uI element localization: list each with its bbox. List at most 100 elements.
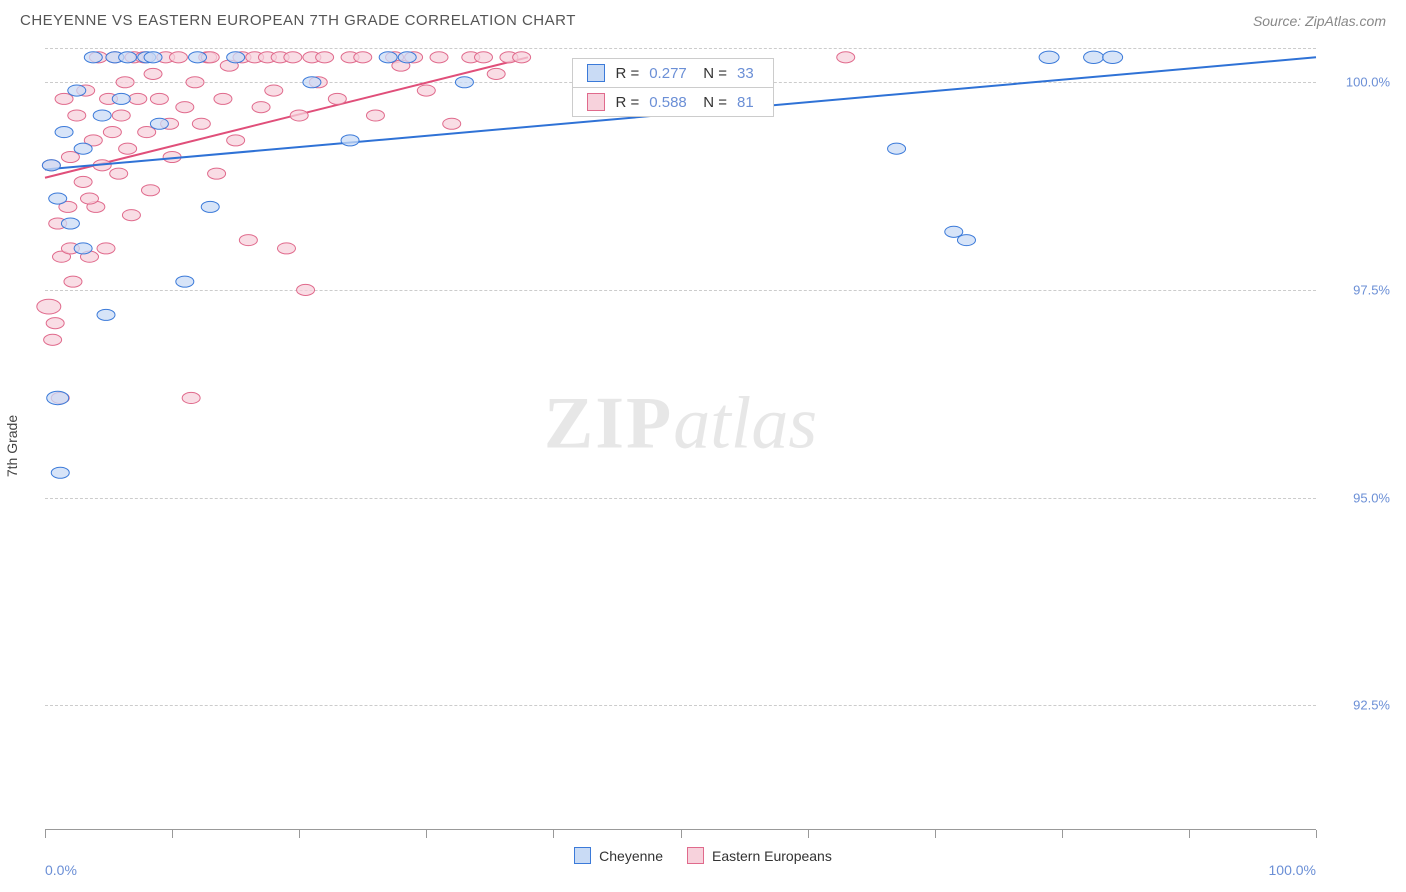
cheyenne-point	[49, 193, 67, 204]
eastern-europeans-point	[290, 110, 308, 121]
cheyenne-point	[189, 52, 207, 63]
legend-swatch-pink	[687, 847, 704, 864]
chart-header: CHEYENNE VS EASTERN EUROPEAN 7TH GRADE C…	[0, 0, 1406, 37]
eastern-europeans-point	[366, 110, 384, 121]
legend-entry-eastern-europeans: Eastern Europeans	[687, 847, 832, 864]
stat-r-value: 0.588	[649, 94, 693, 111]
cheyenne-point	[55, 127, 73, 138]
stat-n-label: N =	[703, 94, 727, 111]
eastern-europeans-point	[239, 235, 257, 246]
cheyenne-point	[112, 93, 130, 104]
eastern-europeans-point	[119, 143, 137, 154]
eastern-europeans-point	[277, 243, 295, 254]
chart-title: CHEYENNE VS EASTERN EUROPEAN 7TH GRADE C…	[20, 12, 576, 29]
eastern-europeans-point	[316, 52, 334, 63]
eastern-europeans-point	[265, 85, 283, 96]
cheyenne-point	[42, 160, 60, 171]
x-tick	[1062, 830, 1063, 838]
eastern-europeans-point	[110, 168, 128, 179]
source-attribution: Source: ZipAtlas.com	[1253, 13, 1386, 29]
x-tick	[681, 830, 682, 838]
eastern-europeans-point	[354, 52, 372, 63]
eastern-europeans-point	[513, 52, 531, 63]
cheyenne-point	[84, 52, 102, 63]
cheyenne-point	[341, 135, 359, 146]
eastern-europeans-point	[116, 77, 134, 88]
x-tick	[808, 830, 809, 838]
cheyenne-point	[1103, 51, 1123, 63]
eastern-europeans-point	[64, 276, 82, 287]
cheyenne-point	[957, 235, 975, 246]
stat-n-value: 81	[737, 94, 759, 111]
cheyenne-point	[1039, 51, 1059, 63]
cheyenne-point	[47, 391, 69, 405]
cheyenne-point	[61, 218, 79, 229]
eastern-europeans-point	[227, 135, 245, 146]
y-tick-label: 95.0%	[1326, 490, 1390, 505]
eastern-europeans-point	[297, 284, 315, 295]
stats-row: R = 0.588 N = 81	[573, 87, 773, 116]
eastern-europeans-point	[192, 118, 210, 129]
eastern-europeans-point	[176, 102, 194, 113]
x-tick	[426, 830, 427, 838]
eastern-europeans-point	[328, 93, 346, 104]
y-axis-label: 7th Grade	[4, 415, 20, 477]
cheyenne-point	[1084, 51, 1104, 63]
eastern-europeans-point	[97, 243, 115, 254]
legend-swatch-blue	[574, 847, 591, 864]
chart-plot-area: 92.5%95.0%97.5%100.0% ZIPatlas R =0.277N…	[45, 48, 1316, 830]
cheyenne-point	[68, 85, 86, 96]
scatter-plot	[45, 49, 1316, 830]
eastern-europeans-point	[417, 85, 435, 96]
cheyenne-point	[119, 52, 137, 63]
x-tick	[935, 830, 936, 838]
cheyenne-point	[455, 77, 473, 88]
eastern-europeans-point	[182, 392, 200, 403]
eastern-europeans-point	[443, 118, 461, 129]
eastern-europeans-point	[284, 52, 302, 63]
eastern-europeans-point	[487, 68, 505, 79]
eastern-europeans-point	[252, 102, 270, 113]
eastern-europeans-point	[122, 210, 140, 221]
stats-swatch	[587, 93, 605, 111]
eastern-europeans-point	[80, 193, 98, 204]
eastern-europeans-point	[141, 185, 159, 196]
eastern-europeans-point	[144, 68, 162, 79]
y-tick-label: 92.5%	[1326, 698, 1390, 713]
legend-label-cheyenne: Cheyenne	[599, 848, 663, 864]
eastern-europeans-point	[37, 299, 61, 314]
x-tick	[45, 830, 46, 838]
x-tick	[299, 830, 300, 838]
stat-r-label: R =	[615, 65, 639, 82]
y-tick-label: 100.0%	[1326, 75, 1390, 90]
cheyenne-point	[74, 243, 92, 254]
eastern-europeans-point	[112, 110, 130, 121]
cheyenne-point	[379, 52, 397, 63]
eastern-europeans-point	[474, 52, 492, 63]
eastern-europeans-point	[44, 334, 62, 345]
x-axis-min-label: 0.0%	[45, 862, 77, 878]
cheyenne-point	[303, 77, 321, 88]
x-axis-max-label: 100.0%	[1269, 862, 1316, 878]
eastern-europeans-point	[837, 52, 855, 63]
legend-label-eastern-europeans: Eastern Europeans	[712, 848, 832, 864]
legend-entry-cheyenne: Cheyenne	[574, 847, 663, 864]
cheyenne-point	[150, 118, 168, 129]
stat-r-label: R =	[615, 94, 639, 111]
cheyenne-point	[176, 276, 194, 287]
eastern-europeans-point	[214, 93, 232, 104]
legend: Cheyenne Eastern Europeans	[0, 847, 1406, 864]
x-tick	[172, 830, 173, 838]
correlation-stats-box: R = 0.277 N = 33 R = 0.588 N = 81	[572, 58, 774, 117]
cheyenne-point	[74, 143, 92, 154]
stat-n-value: 33	[737, 65, 759, 82]
eastern-europeans-point	[103, 127, 121, 138]
eastern-europeans-point	[430, 52, 448, 63]
eastern-europeans-point	[186, 77, 204, 88]
cheyenne-point	[144, 52, 162, 63]
x-tick	[1189, 830, 1190, 838]
eastern-europeans-point	[208, 168, 226, 179]
cheyenne-point	[398, 52, 416, 63]
eastern-europeans-point	[169, 52, 187, 63]
stat-r-value: 0.277	[649, 65, 693, 82]
